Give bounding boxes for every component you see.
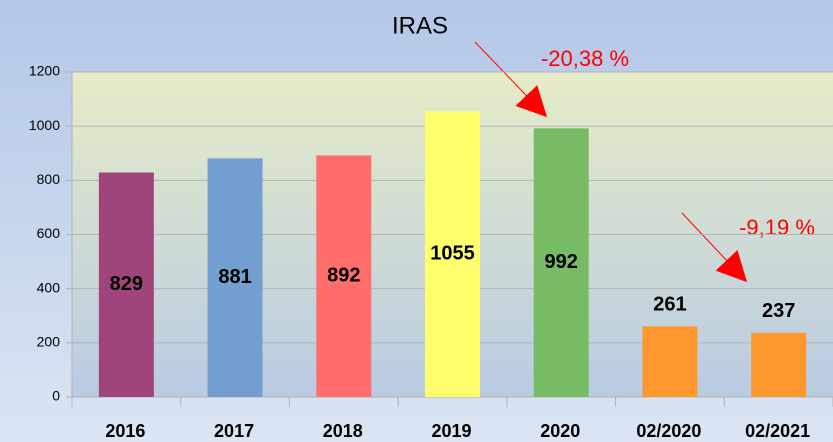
x-tick-label: 2018 [323,421,363,441]
x-tick-label: 2020 [540,421,580,441]
y-tick-label: 600 [37,225,61,241]
bar [207,158,263,397]
x-tick-label: 02/2021 [745,421,810,441]
x-tick-label: 2019 [431,421,471,441]
data-label: 829 [110,273,143,295]
bar [98,172,154,397]
bar [425,111,480,397]
arrow [474,41,548,118]
data-label: 881 [218,266,251,288]
data-label: 261 [653,294,686,316]
x-tick-label: 2016 [105,421,145,441]
bar [533,128,589,398]
data-label: 237 [762,300,795,322]
y-tick-label: 200 [37,334,61,350]
y-tick-label: 1200 [29,63,60,79]
data-label: 892 [327,264,360,286]
bar [642,326,698,397]
arrow [681,212,748,283]
chart-title: IRAS [392,12,448,39]
y-tick-label: 0 [52,388,60,404]
y-tick-label: 1000 [29,117,60,133]
annotation: -20,38 % [541,46,629,71]
x-tick-label: 02/2020 [636,421,701,441]
annotation: -9,19 % [739,215,815,240]
y-tick-label: 800 [37,171,61,187]
x-tick-label: 2017 [214,421,254,441]
y-tick-label: 400 [37,279,61,295]
data-label: 992 [545,251,578,273]
bar [316,155,372,397]
data-label: 1055 [430,242,475,264]
bar [751,332,807,397]
